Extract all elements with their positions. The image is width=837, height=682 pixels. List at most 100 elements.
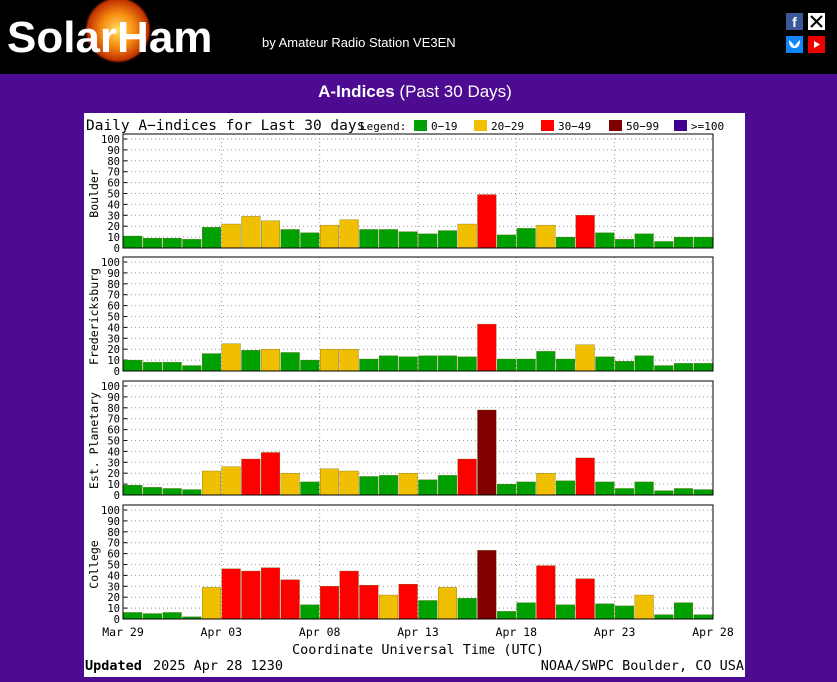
y-tick-label: 50 [107, 312, 120, 324]
bar [339, 349, 359, 372]
bar [693, 489, 713, 496]
bar [241, 350, 261, 372]
y-tick-label: 100 [101, 381, 120, 393]
bar [575, 215, 595, 249]
y-tick-label: 30 [107, 210, 120, 222]
bar [300, 604, 320, 620]
bar [202, 227, 221, 249]
bar [634, 355, 654, 372]
bar [261, 567, 280, 620]
bar [674, 363, 693, 372]
chart-image [84, 113, 745, 677]
facebook-glyph: f [792, 14, 797, 30]
y-tick-label: 100 [101, 505, 120, 517]
updated-label: Updated [85, 658, 142, 674]
bar [497, 234, 516, 249]
bar [615, 488, 634, 496]
y-tick-label: 60 [107, 425, 120, 437]
bar [182, 489, 202, 496]
bar [654, 241, 674, 249]
legend-label: Legend: [360, 120, 406, 133]
x-tick-label: Apr 18 [496, 625, 538, 639]
bar [575, 578, 595, 620]
y-axis-label: Est. Planetary [87, 392, 101, 489]
x-tick-label: Apr 28 [692, 625, 734, 639]
logo: SolarHam [7, 13, 212, 62]
bluesky-icon[interactable] [786, 36, 803, 53]
y-axis-label: Fredericksburg [87, 268, 101, 365]
y-tick-label: 50 [107, 189, 120, 201]
y-tick-label: 0 [114, 366, 120, 378]
bar [398, 356, 418, 372]
bar [516, 358, 536, 372]
x-glyph [810, 15, 823, 28]
bar [615, 239, 634, 249]
page-title: A-Indices (Past 30 Days) [318, 82, 512, 101]
y-tick-label: 20 [107, 592, 120, 604]
bar [359, 585, 379, 620]
bar [536, 565, 556, 620]
bar [241, 216, 261, 249]
bar [634, 233, 654, 249]
legend-entry: 20−29 [491, 120, 524, 133]
bar [438, 587, 457, 620]
bar [457, 223, 477, 249]
y-tick-label: 70 [107, 167, 120, 179]
bar [693, 614, 713, 620]
bar [143, 487, 162, 496]
bar [595, 356, 615, 372]
bar [457, 458, 477, 496]
page-title-rest: (Past 30 Days) [399, 82, 511, 101]
bar [477, 409, 497, 496]
bar [615, 605, 634, 620]
y-tick-label: 20 [107, 221, 120, 233]
bar [418, 479, 438, 496]
legend-entry: >=100 [691, 120, 724, 133]
bar [497, 358, 516, 372]
x-axis-label: Coordinate Universal Time (UTC) [292, 642, 544, 658]
bar [418, 233, 438, 249]
bar [162, 238, 182, 249]
facebook-icon[interactable] [786, 13, 803, 30]
y-tick-label: 80 [107, 403, 120, 415]
y-tick-label: 20 [107, 344, 120, 356]
panel-frame [122, 380, 714, 496]
bar [634, 594, 654, 620]
bar [320, 349, 339, 372]
y-tick-label: 80 [107, 527, 120, 539]
bar [595, 603, 615, 620]
source: NOAA/SWPC Boulder, CO USA [541, 658, 744, 674]
y-tick-label: 100 [101, 257, 120, 269]
tagline: by Amateur Radio Station VE3EN [262, 35, 456, 50]
bar [556, 358, 575, 372]
bar [359, 476, 379, 496]
bar [438, 475, 457, 496]
bar [359, 229, 379, 249]
bar [654, 490, 674, 496]
bar [556, 604, 575, 620]
y-tick-label: 30 [107, 457, 120, 469]
bar [379, 229, 398, 249]
bar [379, 475, 398, 496]
youtube-glyph [814, 41, 820, 48]
bar [398, 473, 418, 496]
bar [280, 229, 300, 249]
y-tick-label: 50 [107, 560, 120, 572]
y-tick-label: 40 [107, 570, 120, 582]
bar [379, 594, 398, 620]
x-tick-label: Apr 13 [397, 625, 439, 639]
bar [162, 362, 182, 372]
bar [575, 344, 595, 372]
legend-swatch [414, 120, 427, 131]
y-tick-label: 70 [107, 414, 120, 426]
legend-swatch [541, 120, 554, 131]
bar [418, 355, 438, 372]
bar [202, 587, 221, 620]
y-tick-label: 70 [107, 538, 120, 550]
panel-frame [122, 256, 714, 372]
bar [320, 468, 339, 496]
bar [162, 612, 182, 620]
bar [556, 480, 575, 496]
